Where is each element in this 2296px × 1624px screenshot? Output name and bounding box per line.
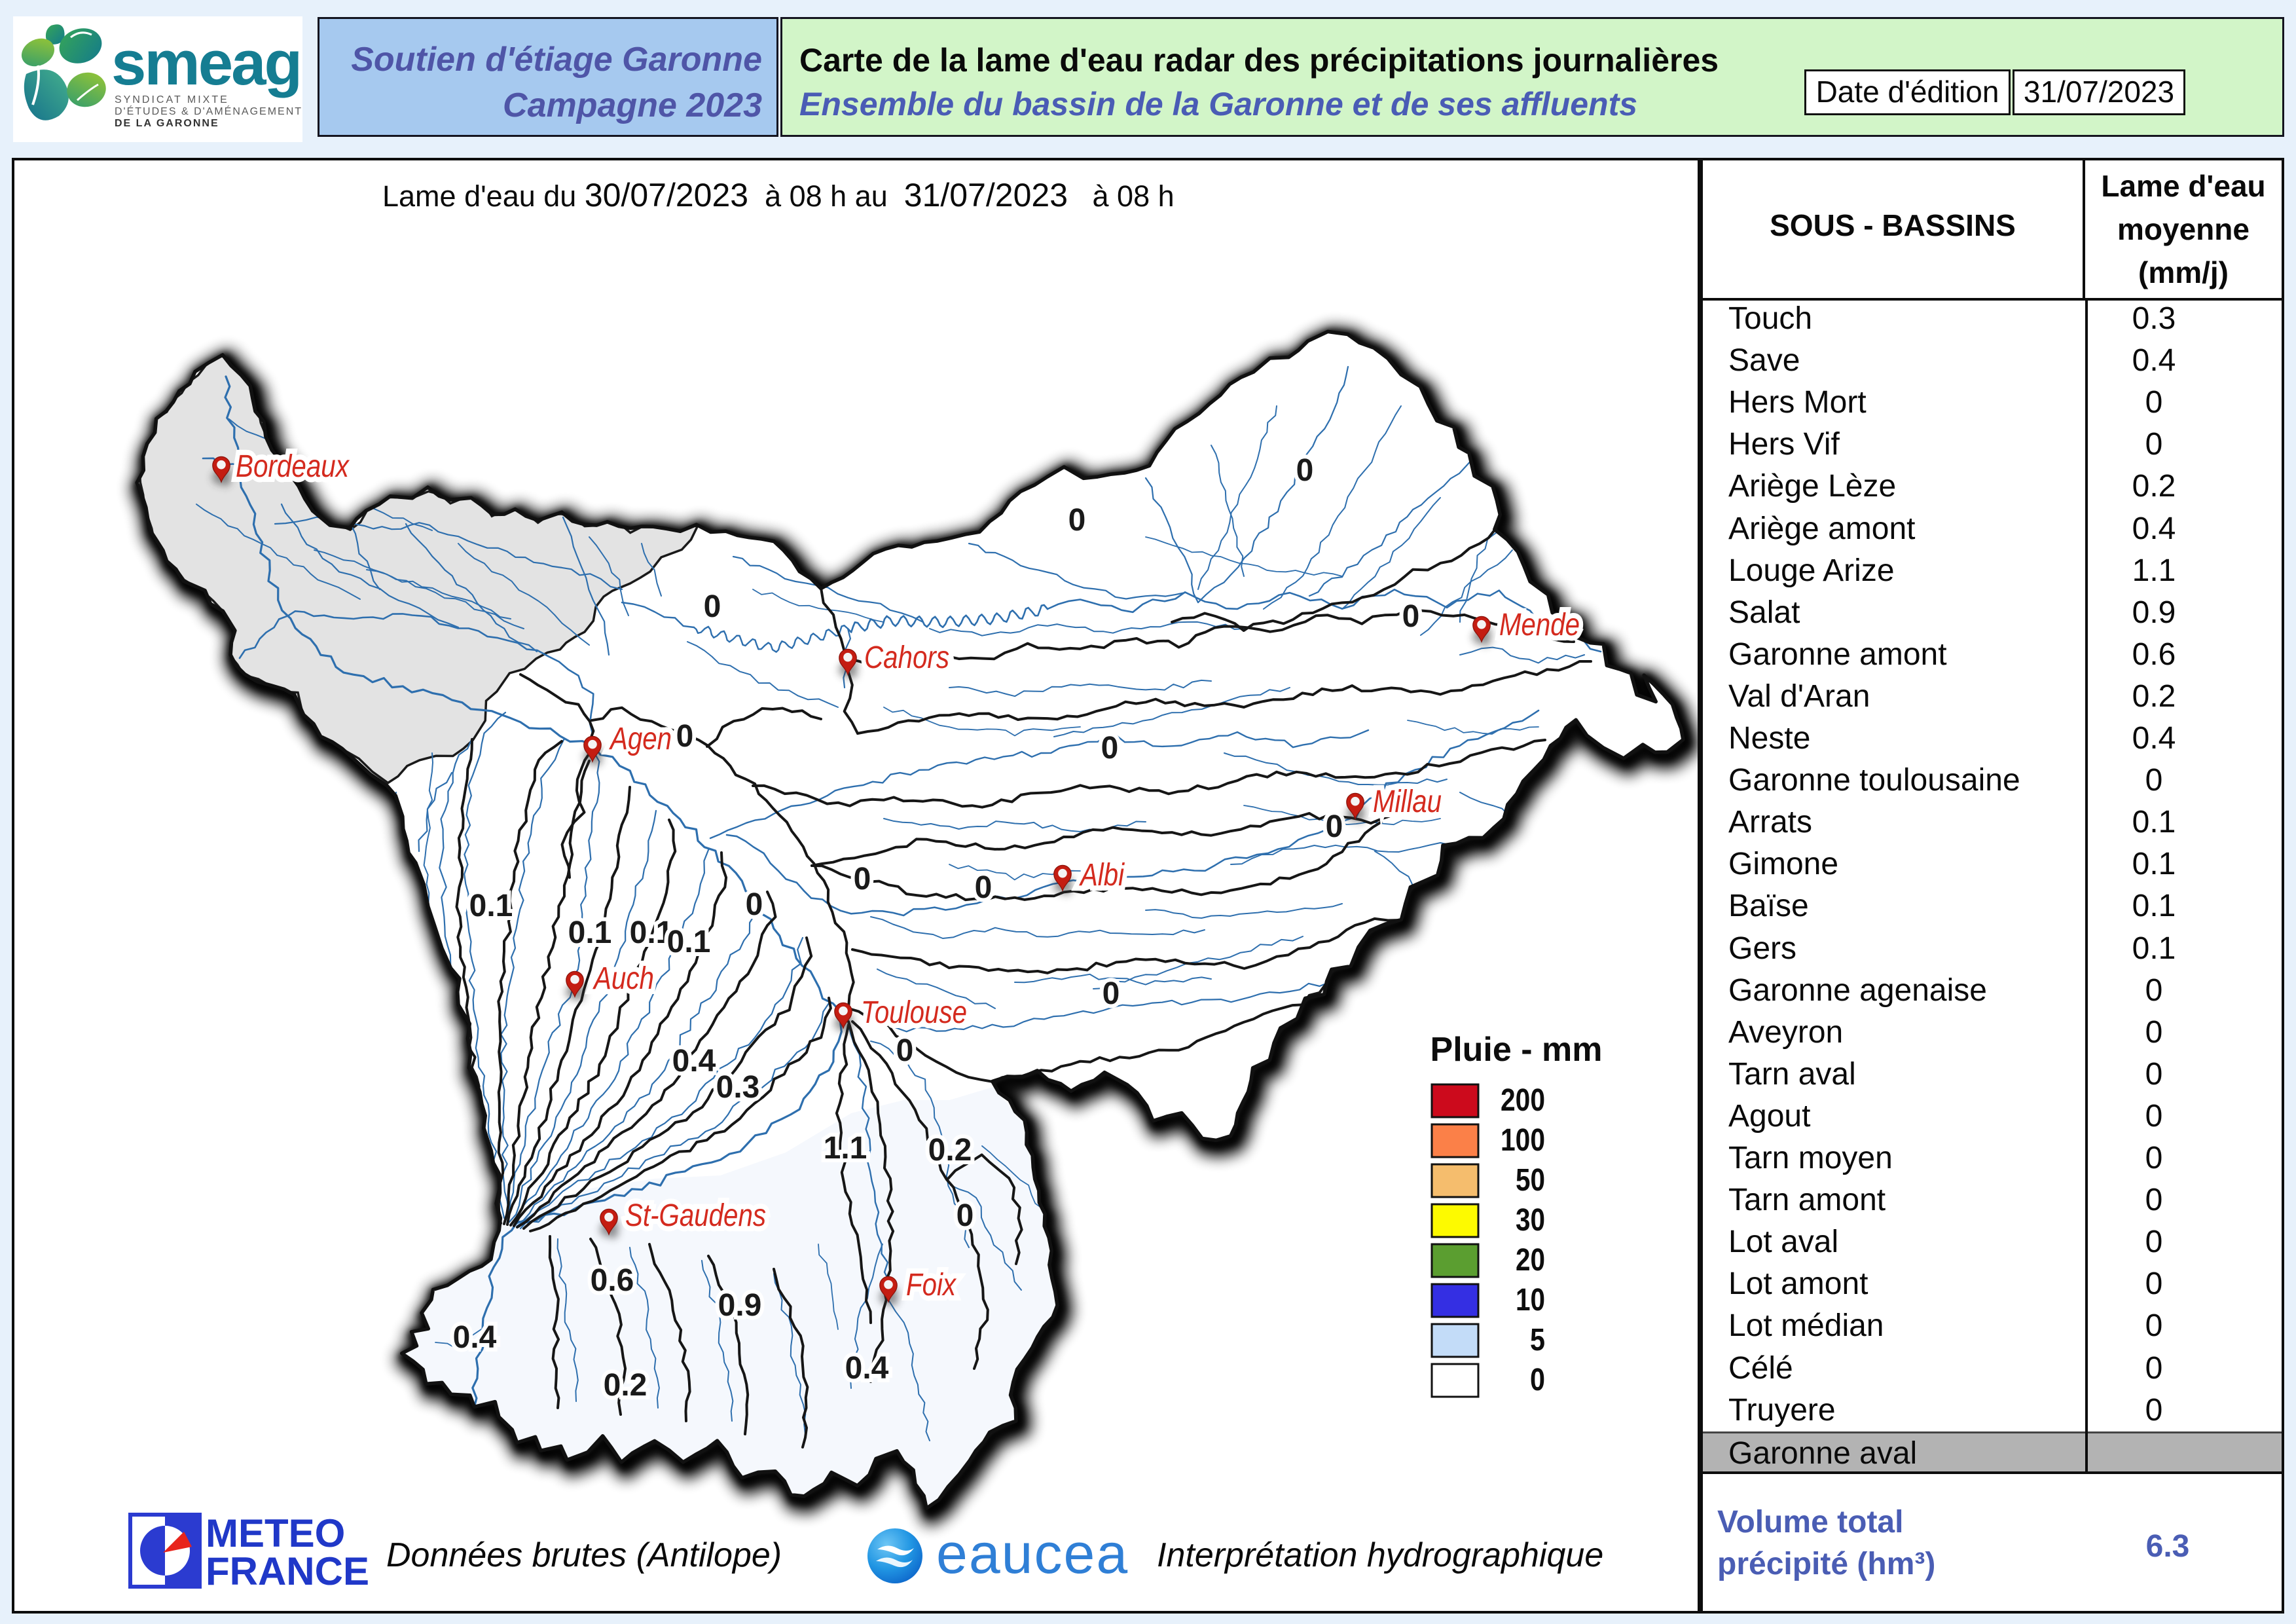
svg-text:0: 0: [1101, 731, 1119, 766]
svg-text:0.6: 0.6: [591, 1263, 634, 1298]
svg-text:20: 20: [1516, 1243, 1545, 1278]
svg-text:Mende: Mende: [1499, 608, 1580, 642]
svg-text:Albi: Albi: [1078, 858, 1125, 893]
svg-text:Auch: Auch: [592, 961, 654, 996]
svg-text:0: 0: [975, 870, 993, 905]
svg-text:0.9: 0.9: [718, 1288, 762, 1323]
svg-text:Pluie - mm: Pluie - mm: [1430, 1031, 1603, 1069]
svg-text:St-Gaudens: St-Gaudens: [625, 1198, 766, 1233]
svg-text:30: 30: [1516, 1203, 1545, 1238]
svg-text:SYNDICAT MIXTE: SYNDICAT MIXTE: [115, 94, 229, 105]
svg-text:Toulouse: Toulouse: [861, 995, 967, 1030]
svg-text:200: 200: [1501, 1083, 1545, 1118]
svg-text:D'ÉTUDES & D'AMÉNAGEMENT: D'ÉTUDES & D'AMÉNAGEMENT: [115, 105, 302, 117]
svg-text:0: 0: [676, 719, 694, 754]
svg-text:0.1: 0.1: [568, 915, 612, 950]
svg-text:0: 0: [1102, 976, 1120, 1011]
svg-text:0: 0: [1326, 809, 1343, 844]
svg-text:0.2: 0.2: [604, 1368, 647, 1403]
svg-text:0.4: 0.4: [453, 1320, 497, 1355]
svg-text:0: 0: [896, 1033, 914, 1068]
svg-text:5: 5: [1530, 1323, 1545, 1357]
svg-text:0: 0: [854, 862, 871, 896]
svg-text:0.4: 0.4: [845, 1351, 889, 1386]
svg-text:Millau: Millau: [1373, 784, 1442, 819]
svg-text:10: 10: [1516, 1283, 1545, 1318]
svg-text:0: 0: [1530, 1363, 1545, 1397]
svg-text:Bordeaux: Bordeaux: [236, 449, 350, 484]
svg-text:smeag: smeag: [111, 28, 301, 98]
svg-text:0: 0: [957, 1198, 974, 1233]
svg-text:0.2: 0.2: [928, 1133, 972, 1168]
svg-text:0: 0: [746, 887, 763, 922]
svg-text:Cahors: Cahors: [864, 640, 949, 675]
svg-text:0.4: 0.4: [672, 1044, 716, 1079]
svg-text:0.1: 0.1: [630, 915, 674, 950]
svg-text:DE LA GARONNE: DE LA GARONNE: [115, 118, 219, 129]
svg-text:0: 0: [1068, 503, 1086, 538]
svg-text:0.1: 0.1: [667, 925, 711, 959]
svg-text:1.1: 1.1: [824, 1131, 867, 1166]
svg-text:0.3: 0.3: [716, 1070, 760, 1105]
svg-text:100: 100: [1501, 1123, 1545, 1158]
svg-text:0: 0: [1296, 453, 1314, 488]
svg-text:0.1: 0.1: [469, 889, 513, 923]
svg-text:50: 50: [1516, 1163, 1545, 1198]
svg-text:0: 0: [704, 589, 721, 624]
svg-text:0: 0: [1402, 599, 1420, 634]
svg-text:Agen: Agen: [608, 722, 672, 756]
svg-text:Foix: Foix: [906, 1268, 957, 1302]
